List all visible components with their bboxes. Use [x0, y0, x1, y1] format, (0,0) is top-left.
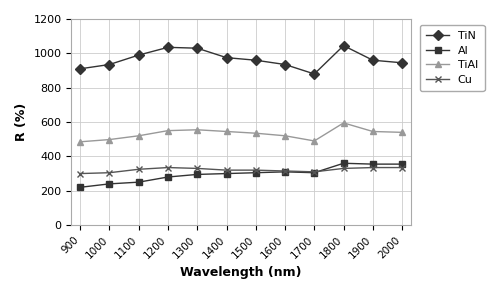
- TiN: [253, 59, 259, 62]
- Cu: [399, 166, 405, 169]
- TiN: [77, 67, 83, 71]
- Al: [370, 162, 376, 166]
- Cu: [106, 171, 112, 174]
- Al: [165, 175, 171, 179]
- Line: TiN: TiN: [76, 42, 406, 77]
- Cu: [194, 167, 200, 170]
- TiN: [340, 44, 346, 47]
- TiAl: [312, 139, 318, 143]
- TiN: [165, 46, 171, 49]
- TiN: [399, 61, 405, 65]
- Al: [136, 181, 141, 184]
- Cu: [340, 167, 346, 170]
- TiAl: [370, 130, 376, 133]
- Cu: [282, 169, 288, 173]
- TiAl: [194, 128, 200, 131]
- TiN: [224, 56, 230, 59]
- TiN: [282, 63, 288, 66]
- Cu: [136, 168, 141, 171]
- Cu: [77, 172, 83, 175]
- TiAl: [77, 140, 83, 143]
- Al: [253, 171, 259, 174]
- Cu: [253, 168, 259, 172]
- TiAl: [136, 134, 141, 138]
- TiAl: [253, 131, 259, 135]
- TiN: [194, 46, 200, 50]
- Cu: [224, 168, 230, 172]
- TiAl: [165, 129, 171, 132]
- Al: [194, 173, 200, 176]
- Cu: [370, 166, 376, 169]
- Al: [399, 162, 405, 166]
- TiAl: [224, 130, 230, 133]
- Y-axis label: R (%): R (%): [15, 103, 28, 141]
- Line: Al: Al: [76, 160, 406, 191]
- X-axis label: Wavelength (nm): Wavelength (nm): [180, 266, 302, 279]
- Line: TiAl: TiAl: [76, 119, 406, 145]
- TiAl: [282, 134, 288, 138]
- TiN: [136, 53, 141, 57]
- Cu: [312, 170, 318, 174]
- Al: [106, 182, 112, 186]
- Al: [312, 171, 318, 174]
- TiAl: [399, 131, 405, 134]
- Al: [77, 186, 83, 189]
- Cu: [165, 166, 171, 169]
- TiN: [106, 63, 112, 66]
- TiAl: [106, 138, 112, 141]
- Legend: TiN, Al, TiAl, Cu: TiN, Al, TiAl, Cu: [420, 25, 484, 91]
- Al: [282, 170, 288, 174]
- Al: [224, 172, 230, 175]
- TiAl: [340, 121, 346, 125]
- TiN: [370, 59, 376, 62]
- Al: [340, 161, 346, 165]
- Line: Cu: Cu: [76, 164, 406, 177]
- TiN: [312, 72, 318, 76]
